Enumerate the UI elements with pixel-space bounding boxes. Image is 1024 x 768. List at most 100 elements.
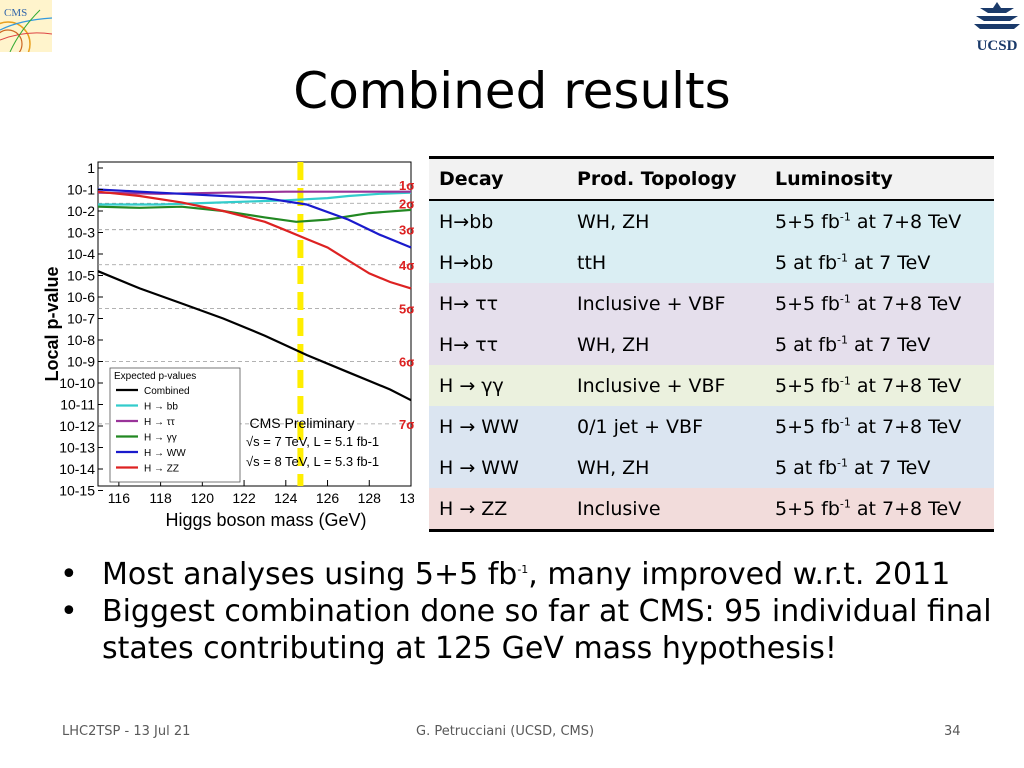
cell-decay: H → ZZ [439, 497, 508, 520]
footer-author: G. Petrucciani (UCSD, CMS) [416, 724, 595, 739]
y-tick-label: 10-1 [67, 182, 95, 198]
legend: Expected p-values Combined H → bb H → ττ H … [109, 367, 241, 483]
cell-luminosity: 5+5 fb-1 at 7+8 TeV [765, 488, 994, 531]
series-line [98, 191, 412, 206]
lumi-tail: at 7 TeV [847, 333, 931, 356]
y-tick-label: 10-2 [67, 203, 95, 219]
x-tick-label: 126 [316, 490, 340, 506]
bullet-text: Most analyses using 5+5 fb [102, 557, 518, 592]
x-tick-label: 124 [274, 490, 298, 506]
cell-topology: 0/1 jet + VBF [577, 415, 703, 438]
cell-decay: H→bb [439, 251, 494, 274]
table-row: H→bb ttH 5 at fb-1 at 7 TeV [429, 242, 994, 283]
lumi-main: 5 at fb [775, 333, 838, 356]
y-tick-label: 10-7 [67, 311, 95, 327]
cell-luminosity: 5+5 fb-1 at 7+8 TeV [765, 406, 994, 447]
header-decay: Decay [429, 157, 567, 201]
x-tick-label: 128 [358, 490, 382, 506]
y-tick-label: 10-14 [59, 461, 95, 477]
cell-topology: WH, ZH [577, 333, 650, 356]
lumi-tail: at 7+8 TeV [850, 497, 962, 520]
y-tick-label: 1 [87, 160, 95, 176]
lumi-main: 5+5 fb [775, 374, 840, 397]
slide-title: Combined results [293, 62, 731, 120]
series-line [97, 205, 412, 223]
lumi-superscript: -1 [839, 292, 851, 306]
lumi-main: 5 at fb [775, 251, 838, 274]
cell-luminosity: 5+5 fb-1 at 7+8 TeV [765, 283, 994, 324]
cell-decay: H→ ττ [439, 292, 499, 315]
legend-entry: H → ZZ [144, 464, 179, 475]
y-tick-label: 10-3 [67, 225, 95, 241]
cell-luminosity: 5 at fb-1 at 7 TeV [765, 242, 994, 283]
cell-luminosity: 5+5 fb-1 at 7+8 TeV [765, 365, 994, 406]
cell-topology: WH, ZH [577, 456, 650, 479]
y-tick-label: 10-4 [67, 246, 95, 262]
cms-annotation: CMS Preliminary √s = 7 TeV, L = 5.1 fb-1… [246, 415, 379, 469]
lumi-tail: at 7+8 TeV [850, 210, 962, 233]
sigma-label: 6σ [399, 355, 414, 370]
lumi-tail: at 7+8 TeV [850, 374, 962, 397]
x-tick-label: 116 [108, 490, 131, 506]
ucsd-logo: UCSD [970, 0, 1024, 58]
table-row: H→ ττ Inclusive + VBF 5+5 fb-1 at 7+8 TeV [429, 283, 994, 324]
x-axis-label: Higgs boson mass (GeV) [165, 510, 366, 530]
table-row: H→ ττ WH, ZH 5 at fb-1 at 7 TeV [429, 324, 994, 365]
lumi-main: 5 at fb [775, 456, 838, 479]
y-tick-label: 10-5 [67, 268, 95, 284]
bullet-list: • Most analyses using 5+5 fb-1, many imp… [60, 556, 1000, 667]
y-tick-label: 10-13 [59, 440, 95, 456]
sigma-label: 7σ [399, 417, 414, 432]
ucsd-logo-text: UCSD [977, 38, 1018, 54]
lumi-main: 5+5 fb [775, 210, 840, 233]
lumi-tail: at 7 TeV [847, 456, 931, 479]
legend-header: Expected p-values [114, 371, 196, 382]
lumi-superscript: -1 [837, 251, 848, 265]
y-tick-label: 10-10 [59, 375, 95, 391]
sigma-label: 2σ [399, 196, 414, 211]
p-value-chart: 1 10-1 10-2 10-3 10-4 10-5 10-6 10-7 10-8 10-9 10-… [42, 160, 423, 530]
lumi-superscript: -1 [839, 415, 851, 429]
decay-channel-table: Decay Prod. Topology Luminosity H→bb WH, … [429, 156, 994, 532]
lumi-tail: at 7 TeV [847, 251, 931, 274]
sigma-label: 4σ [399, 258, 414, 273]
bullet-marker: • [60, 557, 78, 592]
lumi-superscript: -1 [837, 333, 848, 347]
lumi-superscript: -1 [837, 456, 848, 470]
series-line [97, 190, 412, 290]
cms-logo: CMS [0, 0, 53, 67]
table-row: H→bb WH, ZH 5+5 fb-1 at 7+8 TeV [429, 200, 994, 242]
cell-topology: Inclusive + VBF [577, 374, 726, 397]
series-line [97, 190, 411, 195]
cell-topology: Inclusive + VBF [577, 292, 726, 315]
annotation-line-7tev: √s = 7 TeV, L = 5.1 fb-1 [246, 434, 379, 449]
lumi-superscript: -1 [839, 497, 851, 511]
cell-decay: H → WW [439, 415, 519, 438]
sigma-label: 3σ [399, 223, 414, 238]
cell-luminosity: 5+5 fb-1 at 7+8 TeV [765, 200, 994, 242]
cell-decay: H → WW [439, 456, 519, 479]
x-tick-label: 130 [399, 490, 414, 506]
table-row: H → WW 0/1 jet + VBF 5+5 fb-1 at 7+8 TeV [429, 406, 994, 447]
footer-date: LHC2TSP - 13 Jul 21 [62, 724, 191, 739]
cell-topology: ttH [577, 251, 607, 274]
cell-topology: Inclusive [577, 497, 661, 520]
x-tick-label: 122 [232, 490, 256, 506]
cell-topology: WH, ZH [577, 210, 650, 233]
table-row: H → γγ Inclusive + VBF 5+5 fb-1 at 7+8 TeV [429, 365, 994, 406]
cell-luminosity: 5 at fb-1 at 7 TeV [765, 447, 994, 488]
lumi-main: 5+5 fb [775, 292, 840, 315]
legend-entry: H → γγ [144, 433, 177, 444]
bullet-item: • Biggest combination done so far at CMS… [60, 593, 1000, 667]
y-tick-label: 10-11 [60, 397, 95, 413]
bullet-superscript: -1 [517, 563, 529, 576]
y-axis-label: Local p-value [44, 266, 62, 381]
annotation-line-8tev: √s = 8 TeV, L = 5.3 fb-1 [246, 454, 379, 469]
cell-decay: H→ ττ [439, 333, 499, 356]
lumi-tail: at 7+8 TeV [850, 292, 962, 315]
lumi-superscript: -1 [839, 210, 851, 224]
bullet-item: • Most analyses using 5+5 fb-1, many imp… [60, 556, 1000, 593]
sigma-label: 5σ [399, 302, 414, 317]
y-tick-label: 10-9 [67, 354, 95, 370]
legend-entry: H → WW [144, 448, 186, 459]
